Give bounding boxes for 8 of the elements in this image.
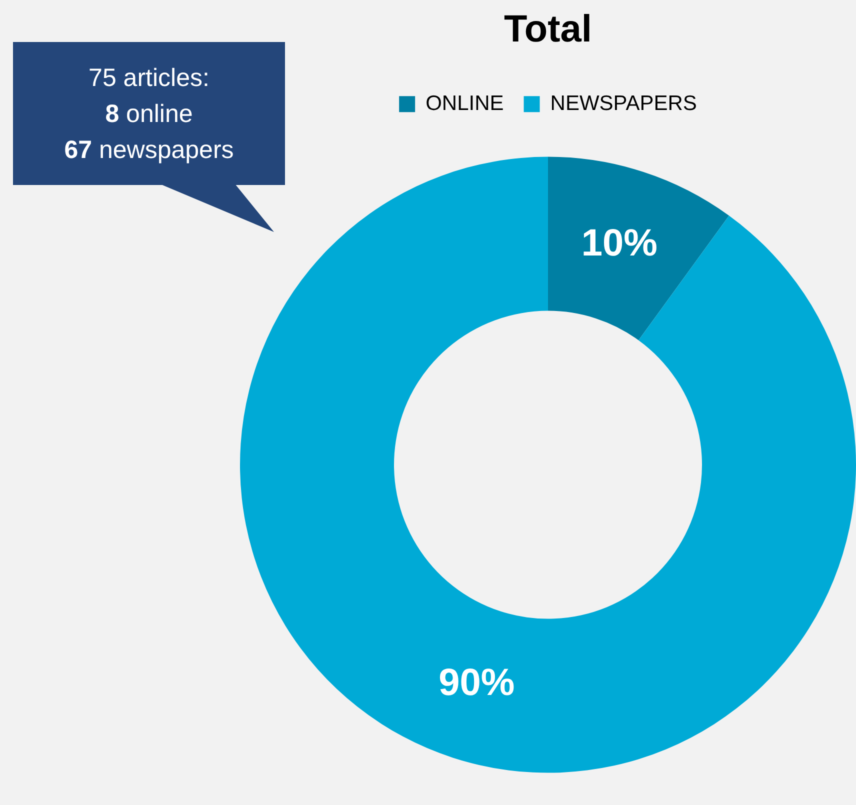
data-label: 10% bbox=[581, 222, 658, 265]
text: 67 newspapers bbox=[64, 136, 234, 164]
text: 8 online bbox=[105, 100, 193, 128]
data-label: 90% bbox=[438, 662, 515, 704]
legend-label: ONLINE bbox=[426, 92, 504, 115]
text: 75 articles: bbox=[88, 62, 210, 94]
legend-label: NEWSPAPERS bbox=[550, 92, 697, 115]
chart-title: Total bbox=[504, 8, 592, 50]
